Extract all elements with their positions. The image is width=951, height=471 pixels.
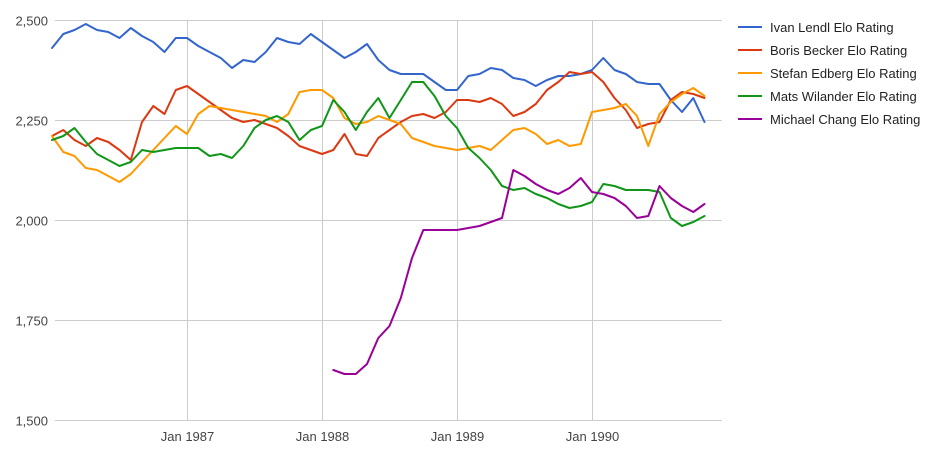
y-tick-label: 2,250 (15, 114, 48, 129)
x-tick-label: Jan 1989 (431, 429, 485, 444)
series-line-3 (51, 81, 706, 227)
legend-label: Ivan Lendl Elo Rating (770, 20, 894, 35)
legend-item[interactable]: Mats Wilander Elo Rating (738, 89, 917, 104)
legend-item[interactable]: Boris Becker Elo Rating (738, 43, 907, 58)
y-tick-label: 2,000 (15, 214, 48, 229)
series-line-0 (51, 23, 706, 123)
series-lines (51, 23, 706, 375)
legend-item[interactable]: Michael Chang Elo Rating (738, 112, 920, 127)
legend-label: Boris Becker Elo Rating (770, 43, 907, 58)
y-tick-label: 1,750 (15, 314, 48, 329)
series-line-4 (332, 169, 706, 375)
legend-label: Stefan Edberg Elo Rating (770, 66, 917, 81)
x-tick-label: Jan 1987 (161, 429, 215, 444)
series-line-2 (51, 87, 706, 183)
legend-item[interactable]: Ivan Lendl Elo Rating (738, 20, 894, 35)
x-tick-label: Jan 1988 (296, 429, 350, 444)
series-line-1 (51, 71, 706, 161)
legend-item[interactable]: Stefan Edberg Elo Rating (738, 66, 917, 81)
y-tick-label: 1,500 (15, 414, 48, 429)
x-tick-label: Jan 1990 (566, 429, 620, 444)
x-axis-tick-labels: Jan 1987 Jan 1988 Jan 1989 Jan 1990 (161, 429, 620, 444)
legend: Ivan Lendl Elo Rating Boris Becker Elo Ra… (738, 20, 920, 127)
legend-label: Mats Wilander Elo Rating (770, 89, 917, 104)
y-tick-label: 2,500 (15, 14, 48, 29)
gridlines (55, 20, 722, 421)
y-axis-tick-labels: 1,500 1,750 2,000 2,250 2,500 (15, 14, 48, 429)
legend-label: Michael Chang Elo Rating (770, 112, 920, 127)
